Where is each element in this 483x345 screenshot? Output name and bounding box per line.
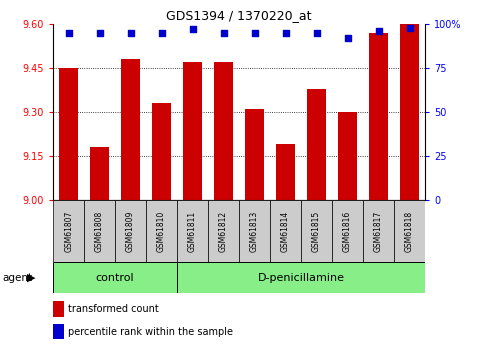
Bar [214, 62, 233, 200]
Bar [177, 262, 425, 293]
Bar [84, 200, 115, 262]
Text: GSM61807: GSM61807 [64, 210, 73, 252]
Bar [59, 68, 78, 200]
Bar [394, 200, 425, 262]
Text: transformed count: transformed count [68, 304, 158, 314]
Bar [301, 200, 332, 262]
Bar [121, 59, 140, 200]
Text: GSM61814: GSM61814 [281, 210, 290, 252]
Bar [276, 145, 295, 200]
Bar [332, 200, 363, 262]
Bar [338, 112, 357, 200]
Bar [152, 103, 171, 200]
Bar [245, 109, 264, 200]
Bar [115, 200, 146, 262]
Text: agent: agent [2, 273, 32, 283]
Point [189, 27, 197, 32]
Text: ▶: ▶ [27, 273, 36, 283]
Point [65, 30, 72, 36]
Point [251, 30, 258, 36]
Point [375, 28, 383, 34]
Bar [208, 200, 239, 262]
Bar [239, 200, 270, 262]
Bar [270, 200, 301, 262]
Text: GSM61817: GSM61817 [374, 210, 383, 252]
Bar [53, 324, 64, 339]
Text: GSM61810: GSM61810 [157, 210, 166, 252]
Text: GSM61818: GSM61818 [405, 210, 414, 252]
Text: GSM61815: GSM61815 [312, 210, 321, 252]
Bar [90, 147, 109, 200]
Point [158, 30, 166, 36]
Text: GSM61813: GSM61813 [250, 210, 259, 252]
Bar [307, 89, 326, 200]
Bar [369, 33, 388, 200]
Point [282, 30, 289, 36]
Bar [184, 62, 202, 200]
Text: D-penicillamine: D-penicillamine [257, 273, 344, 283]
Bar [53, 301, 64, 317]
Text: GSM61812: GSM61812 [219, 210, 228, 252]
Point [220, 30, 227, 36]
Point [406, 25, 413, 30]
Text: control: control [96, 273, 134, 283]
Point [344, 36, 352, 41]
Text: GSM61816: GSM61816 [343, 210, 352, 252]
Text: GSM61808: GSM61808 [95, 210, 104, 252]
Point [313, 30, 320, 36]
Bar [146, 200, 177, 262]
Point [127, 30, 134, 36]
Bar [53, 200, 84, 262]
Bar [400, 24, 419, 200]
Bar [363, 200, 394, 262]
Point [96, 30, 103, 36]
Title: GDS1394 / 1370220_at: GDS1394 / 1370220_at [166, 9, 312, 22]
Bar [53, 262, 177, 293]
Text: percentile rank within the sample: percentile rank within the sample [68, 327, 233, 337]
Text: GSM61809: GSM61809 [126, 210, 135, 252]
Bar [177, 200, 208, 262]
Text: GSM61811: GSM61811 [188, 210, 197, 252]
